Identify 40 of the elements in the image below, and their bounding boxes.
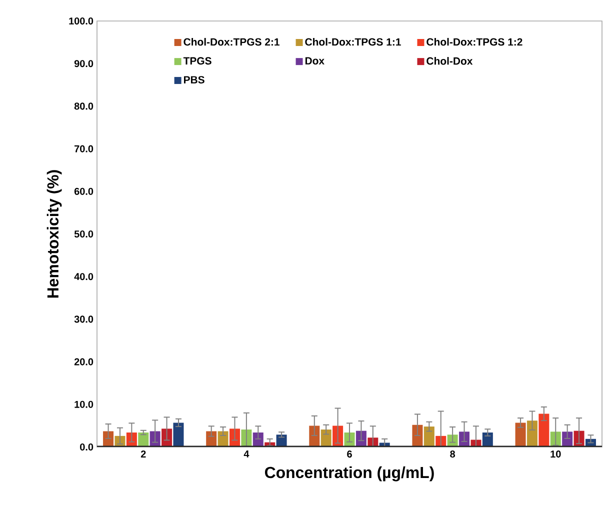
bar bbox=[103, 431, 114, 447]
y-tick-label: 40.0 bbox=[74, 273, 94, 280]
legend-label: Dox bbox=[305, 57, 324, 65]
y-tick-label: 0.0 bbox=[80, 443, 94, 451]
x-tick-label: 4 bbox=[244, 450, 250, 458]
bar bbox=[218, 431, 228, 447]
y-tick-label: 10.0 bbox=[74, 400, 94, 408]
bar bbox=[173, 422, 184, 447]
bar bbox=[424, 426, 434, 447]
y-tick-label: 90.0 bbox=[74, 60, 94, 68]
bar bbox=[412, 424, 423, 447]
x-tick-label: 8 bbox=[450, 450, 456, 458]
bar bbox=[482, 432, 493, 447]
bar bbox=[206, 431, 217, 447]
bar bbox=[320, 430, 332, 447]
bar bbox=[538, 414, 550, 447]
bar bbox=[526, 420, 538, 447]
legend-label: Chol-Dox:TPGS 1:1 bbox=[305, 38, 401, 46]
bar bbox=[309, 426, 320, 447]
bar bbox=[562, 432, 573, 447]
y-axis-title: Hemotoxicity (%) bbox=[46, 170, 62, 298]
legend-label: Chol-Dox:TPGS 1:2 bbox=[426, 38, 522, 46]
legend-label: Chol-Dox:TPGS 2:1 bbox=[184, 38, 280, 46]
y-tick-label: 70.0 bbox=[74, 145, 94, 152]
bar bbox=[138, 432, 149, 447]
x-tick-label: 6 bbox=[347, 450, 352, 458]
y-tick-label: 60.0 bbox=[74, 188, 94, 195]
y-tick-label: 20.0 bbox=[74, 358, 94, 366]
y-tick-label: 30.0 bbox=[74, 316, 94, 323]
bar bbox=[276, 434, 287, 447]
bar bbox=[515, 422, 526, 447]
legend-label: PBS bbox=[184, 76, 204, 84]
y-tick-label: 50.0 bbox=[74, 230, 94, 238]
y-tick-label: 100.0 bbox=[69, 17, 94, 25]
x-tick-label: 2 bbox=[140, 450, 146, 458]
legend-label: Chol-Dox bbox=[426, 57, 473, 65]
x-axis-title: Concentration (µg/mL) bbox=[264, 466, 434, 482]
y-tick-label: 80.0 bbox=[74, 102, 94, 110]
x-tick-label: 10 bbox=[550, 450, 561, 458]
legend-label: TPGS bbox=[183, 57, 212, 65]
